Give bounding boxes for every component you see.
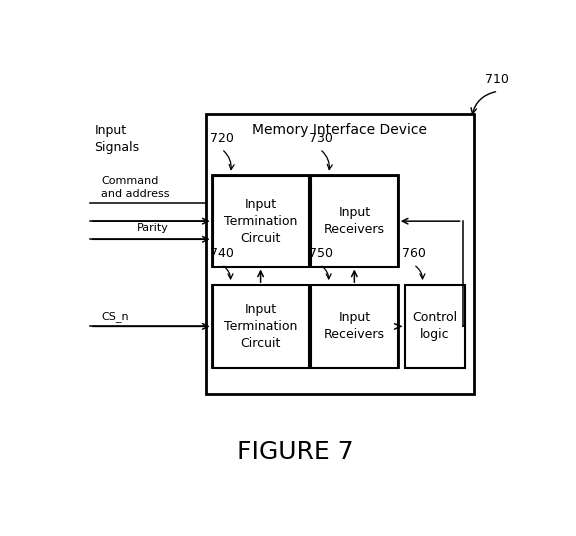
Text: 730: 730 (309, 132, 332, 145)
Text: 740: 740 (210, 247, 234, 259)
Text: Command
and address: Command and address (101, 176, 169, 199)
Text: Control
logic: Control logic (412, 311, 457, 341)
Text: CS_n: CS_n (101, 311, 128, 322)
Text: Input
Receivers: Input Receivers (324, 206, 385, 236)
Text: 750: 750 (309, 247, 332, 259)
Text: 720: 720 (210, 132, 234, 145)
Text: Input
Termination
Circuit: Input Termination Circuit (224, 303, 297, 350)
Bar (212, 175, 399, 267)
Text: 760: 760 (402, 247, 426, 259)
Bar (213, 285, 309, 368)
Bar (311, 176, 398, 266)
Text: FIGURE 7: FIGURE 7 (237, 440, 354, 464)
Text: Input
Signals: Input Signals (94, 124, 139, 154)
Text: Parity: Parity (137, 223, 169, 233)
Bar (404, 285, 465, 368)
Bar (212, 285, 399, 368)
Text: Input
Termination
Circuit: Input Termination Circuit (224, 198, 297, 244)
Bar (213, 176, 309, 266)
Text: 710: 710 (485, 73, 509, 86)
Text: Memory Interface Device: Memory Interface Device (252, 123, 427, 137)
Bar (311, 285, 398, 368)
Bar (206, 114, 473, 394)
Text: Input
Receivers: Input Receivers (324, 311, 385, 341)
